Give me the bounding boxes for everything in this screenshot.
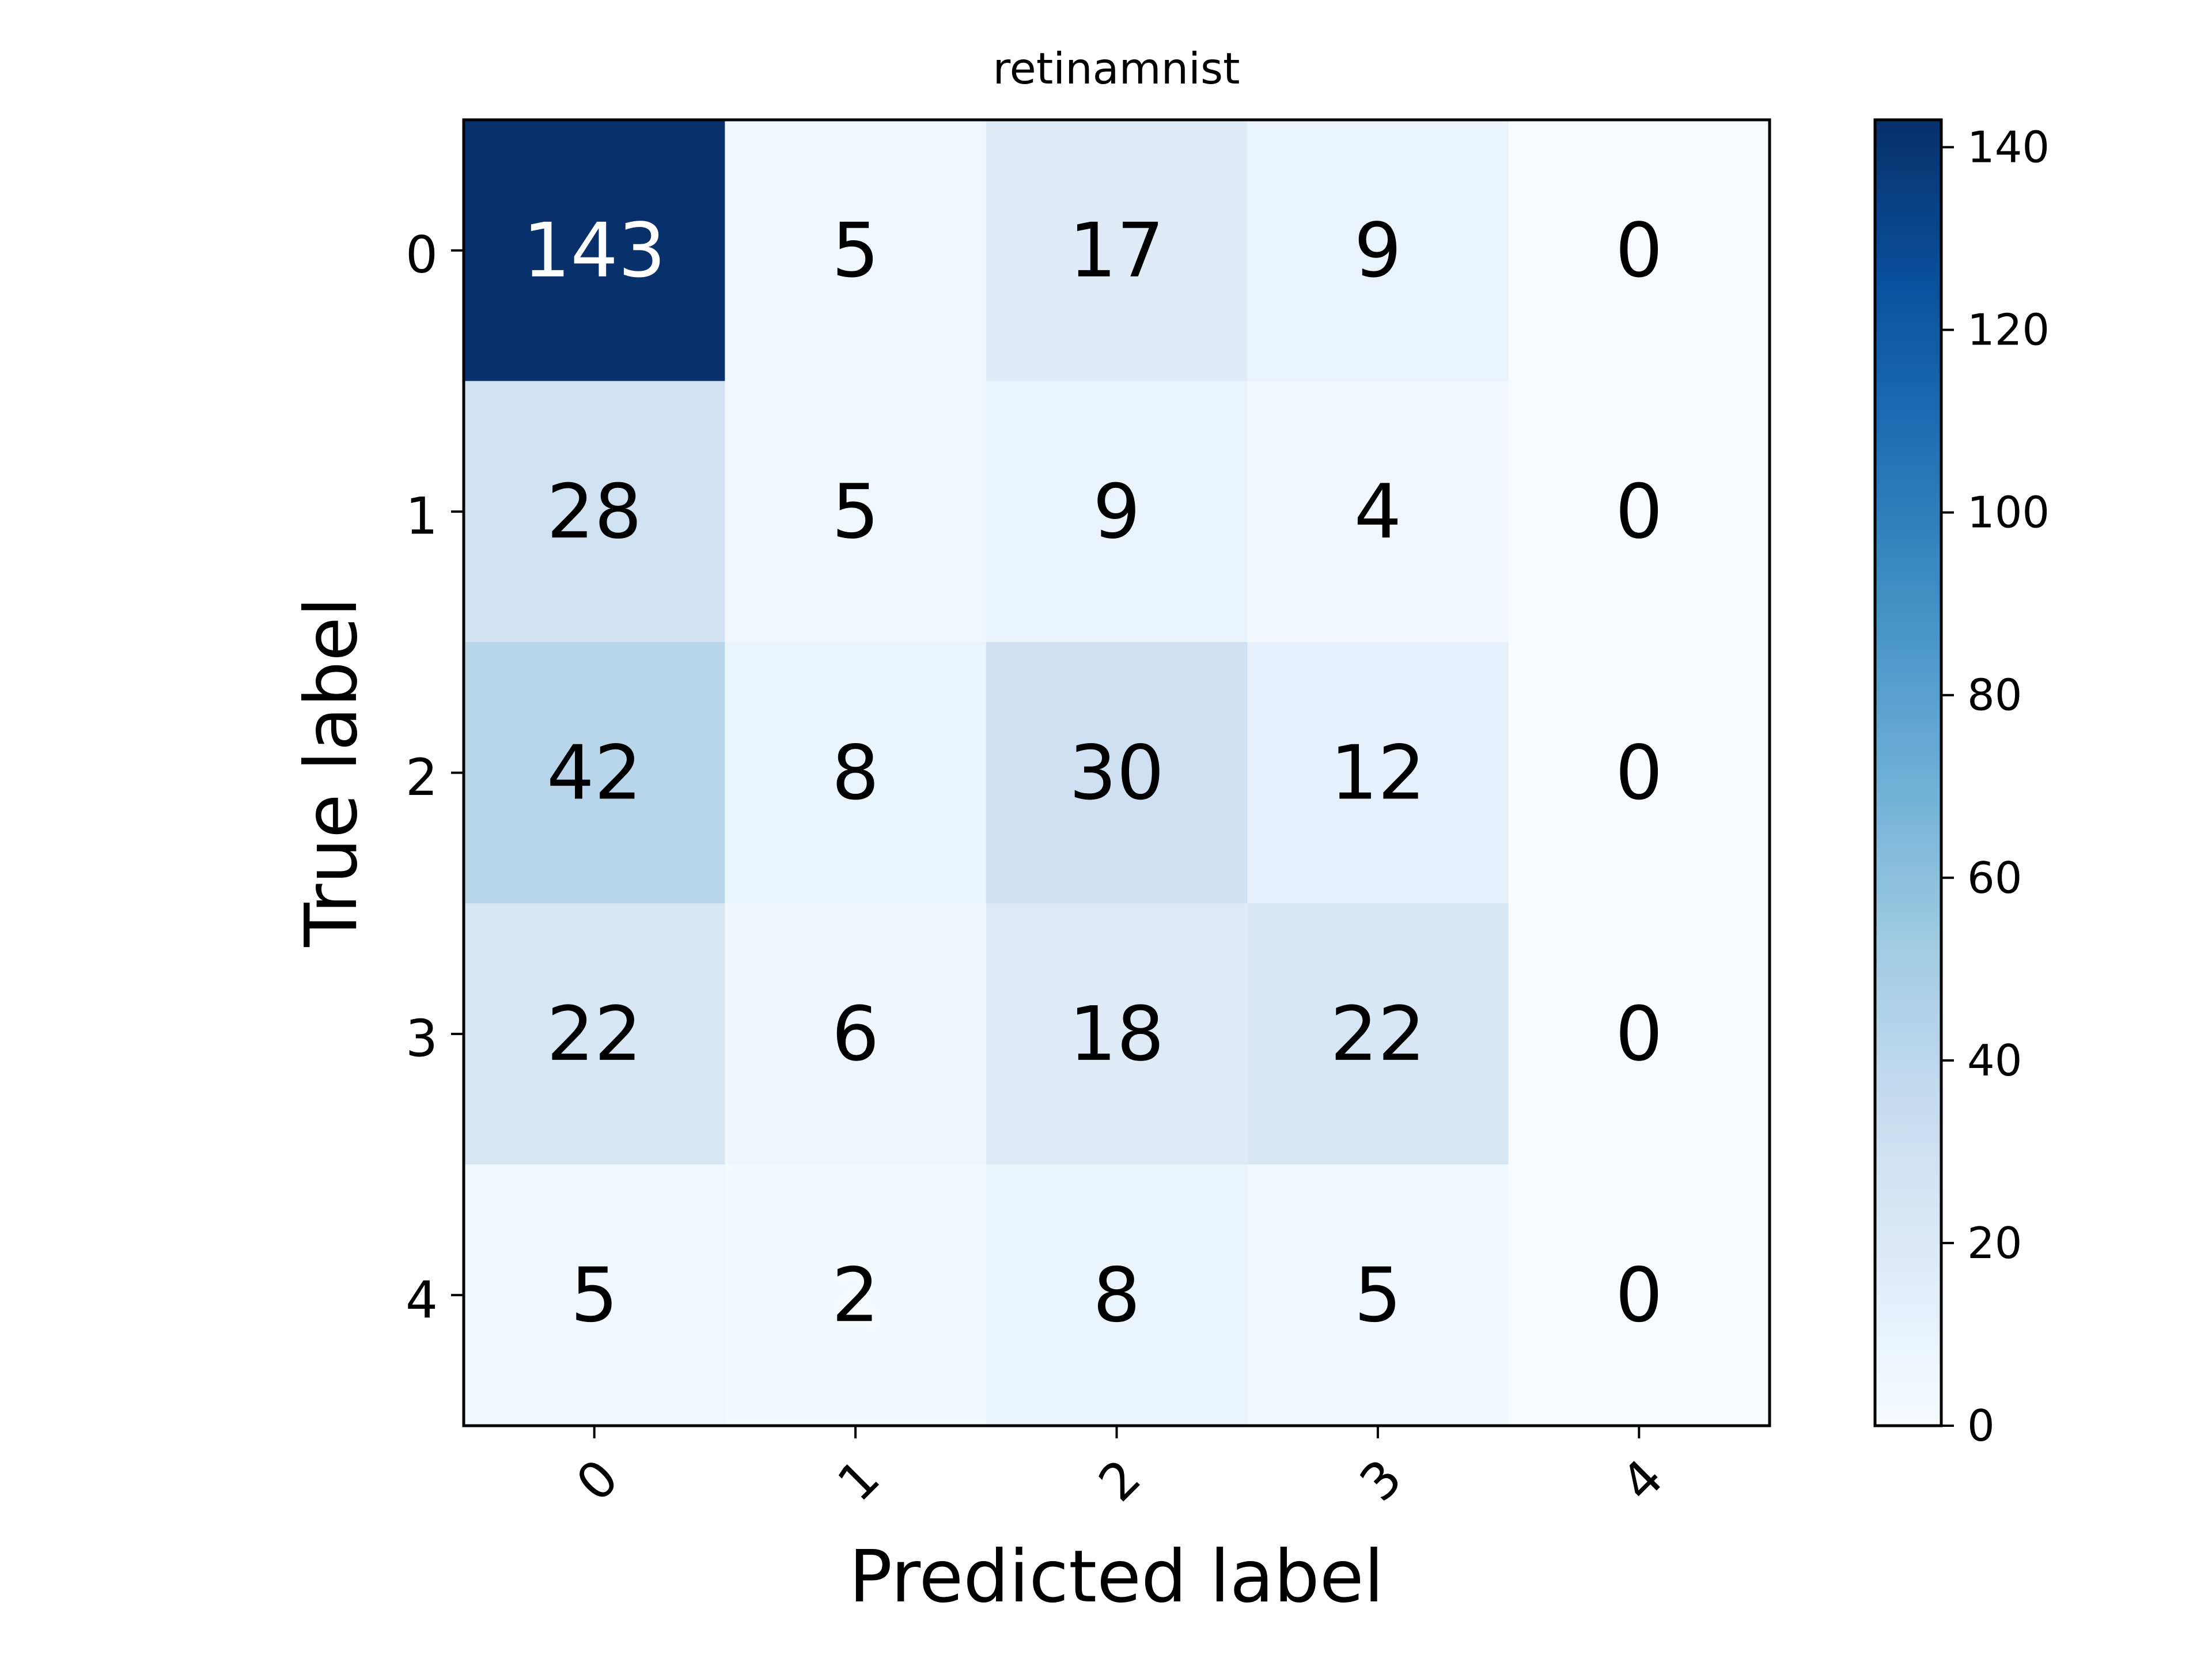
heatmap-cell-r2-c3 [1247, 642, 1509, 904]
heatmap-value-labels: 143 5 17 9 028 5 9 4 042 8 30 12 022 6 18 22 05 2 8 5 0 [523, 207, 1663, 1339]
cell-value-label-r2-c3: 12 [1330, 729, 1425, 817]
cell-value-label-r1-c2: 9 [1093, 468, 1141, 555]
cell-value-label-r4-c3: 5 [1354, 1251, 1402, 1339]
cell-value-label-r2-c4: 0 [1615, 729, 1663, 817]
y-axis-ticks: 0 1 2 3 4 [406, 225, 464, 1330]
colorbar-tick-label-2: 40 [1967, 1035, 2022, 1086]
heatmap-cell-r0-c2 [986, 120, 1248, 381]
colorbar-tick-label-1: 20 [1967, 1218, 2022, 1268]
colorbar-tick-label-3: 60 [1967, 853, 2022, 903]
y-tick-label-2: 2 [406, 748, 438, 807]
cell-value-label-r4-c1: 2 [832, 1251, 880, 1339]
cell-value-label-r3-c4: 0 [1615, 990, 1663, 1078]
colorbar-tick-label-0: 0 [1967, 1400, 1995, 1451]
heatmap-cell-r4-c0 [464, 1164, 725, 1426]
y-axis-label: True label [290, 597, 373, 948]
cell-value-label-r3-c1: 6 [832, 990, 880, 1078]
heatmap-cell-r2-c2 [986, 642, 1248, 904]
x-tick-label-3: 3 [1349, 1448, 1413, 1513]
cell-value-label-r4-c2: 8 [1093, 1251, 1141, 1339]
y-tick-label-4: 4 [406, 1270, 438, 1330]
heatmap-cell-r3-c2 [986, 903, 1248, 1165]
heatmap-cell-r0-c0 [464, 120, 725, 381]
heatmap-cell-r2-c1 [725, 642, 987, 904]
cell-value-label-r0-c4: 0 [1615, 207, 1663, 294]
heatmap-cell-r3-c3 [1247, 903, 1509, 1165]
colorbar-ticks: 0 20 40 60 80 100 120 140 [1941, 122, 2050, 1451]
colorbar-tick-label-7: 140 [1967, 122, 2050, 173]
heatmap-cell-r2-c0 [464, 642, 725, 904]
heatmap-cell-r4-c2 [986, 1164, 1248, 1426]
y-tick-label-0: 0 [406, 225, 438, 285]
y-tick-label-1: 1 [406, 487, 438, 546]
colorbar [1873, 118, 1943, 1427]
x-tick-label-1: 1 [826, 1448, 891, 1513]
colorbar-tick-label-4: 80 [1967, 670, 2022, 721]
cell-value-label-r1-c3: 4 [1354, 468, 1402, 555]
heatmap-cell-r0-c3 [1247, 120, 1509, 381]
heatmap-cell-r4-c4 [1508, 1164, 1770, 1426]
cell-value-label-r1-c0: 28 [547, 468, 642, 555]
colorbar-tick-label-6: 120 [1967, 305, 2050, 355]
heatmap-cell-r1-c1 [725, 381, 987, 643]
x-axis-label: Predicted label [849, 1535, 1384, 1619]
cell-value-label-r0-c1: 5 [832, 207, 880, 294]
x-tick-label-2: 2 [1087, 1448, 1152, 1513]
x-axis-ticks: 0 1 2 3 4 [565, 1426, 1675, 1513]
heatmap-cell-r3-c0 [464, 903, 725, 1165]
x-tick-label-0: 0 [565, 1448, 630, 1513]
y-tick-label-3: 3 [406, 1009, 438, 1068]
heatmap-cell-r0-c1 [725, 120, 987, 381]
cell-value-label-r3-c3: 22 [1330, 990, 1425, 1078]
cell-value-label-r1-c1: 5 [832, 468, 880, 555]
heatmap-cell-r4-c1 [725, 1164, 987, 1426]
chart-title: retinamnist [993, 43, 1240, 94]
cell-value-label-r1-c4: 0 [1615, 468, 1663, 555]
cell-value-label-r2-c0: 42 [547, 729, 642, 817]
heatmap-cell-r1-c0 [464, 381, 725, 643]
cell-value-label-r3-c2: 18 [1069, 990, 1164, 1078]
cell-value-label-r0-c2: 17 [1069, 207, 1164, 294]
heatmap-cell-r4-c3 [1247, 1164, 1509, 1426]
heatmap-cell-r3-c1 [725, 903, 987, 1165]
cell-value-label-r2-c2: 30 [1069, 729, 1164, 817]
heatmap-cell-r3-c4 [1508, 903, 1770, 1165]
cell-value-label-r2-c1: 8 [832, 729, 880, 817]
cell-value-label-r0-c0: 143 [523, 207, 666, 294]
cell-value-label-r3-c0: 22 [547, 990, 642, 1078]
heatmap-cell-r1-c3 [1247, 381, 1509, 643]
heatmap-cell-r2-c4 [1508, 642, 1770, 904]
heatmap-cell-r0-c4 [1508, 120, 1770, 381]
cell-value-label-r0-c3: 9 [1354, 207, 1402, 294]
cell-value-label-r4-c0: 5 [570, 1251, 618, 1339]
heatmap-cell-r1-c2 [986, 381, 1248, 643]
colorbar-tick-label-5: 100 [1967, 487, 2050, 538]
cell-value-label-r4-c4: 0 [1615, 1251, 1663, 1339]
heatmap-cell-r1-c4 [1508, 381, 1770, 643]
heatmap-cells [464, 120, 1770, 1426]
x-tick-label-4: 4 [1609, 1448, 1674, 1513]
